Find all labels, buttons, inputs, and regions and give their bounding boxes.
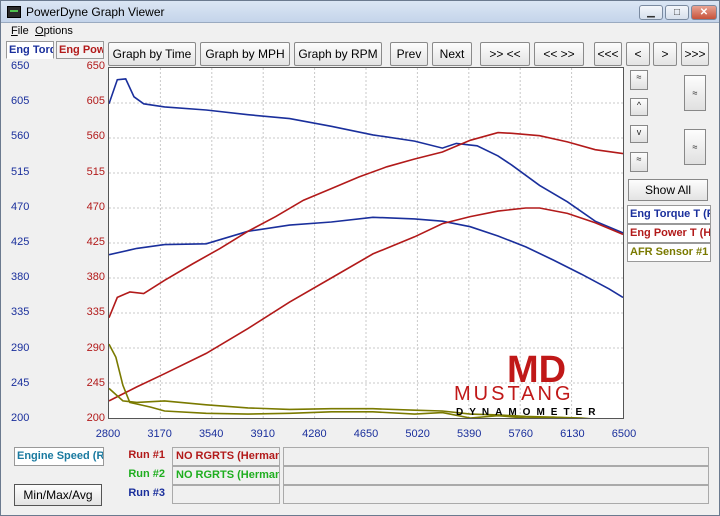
scroll-up-button[interactable]: ^ xyxy=(630,98,648,116)
x-tick: 3540 xyxy=(198,428,224,440)
window-title: PowerDyne Graph Viewer xyxy=(26,5,165,19)
tab-eng-torque[interactable]: Eng Torque xyxy=(6,41,54,59)
logo-md: MD xyxy=(507,349,566,391)
y-tick-left: 515 xyxy=(11,165,30,178)
y-tick-right: 335 xyxy=(86,306,105,319)
y-tick-left: 560 xyxy=(11,130,30,143)
show-all-button[interactable]: Show All xyxy=(628,179,708,201)
run-1-details xyxy=(283,447,709,466)
scroll-far-left-button[interactable]: <<< xyxy=(594,42,622,66)
scroll-right-button[interactable]: > xyxy=(653,42,677,66)
run-2-name[interactable]: NO RGRTS (Herman, xyxy=(172,466,280,485)
run-1-label: Run #1 xyxy=(128,449,165,461)
tab-eng-power[interactable]: Eng Power xyxy=(56,41,104,59)
expand-y-button[interactable]: ≈ xyxy=(684,75,706,111)
y-tick-right: 200 xyxy=(86,412,105,424)
y-tick-left: 425 xyxy=(11,236,30,248)
y-tick-left: 470 xyxy=(11,200,30,213)
x-tick: 5760 xyxy=(508,428,534,440)
run-2-label: Run #2 xyxy=(128,468,165,480)
y-tick-left: 200 xyxy=(11,412,30,424)
minimize-button[interactable]: ▁ xyxy=(639,5,663,20)
y-tick-left: 245 xyxy=(11,376,30,389)
x-tick: 4280 xyxy=(302,428,327,440)
zoom-y-in-icon[interactable]: ≈ xyxy=(630,70,648,90)
logo-mustang: MUSTANG xyxy=(454,383,574,405)
x-tick: 5390 xyxy=(456,428,482,440)
zoom-out-button[interactable]: << >> xyxy=(534,42,584,66)
engine-speed-label[interactable]: Engine Speed (RPM) xyxy=(14,447,104,466)
y-tick-right: 470 xyxy=(86,200,105,213)
x-tick: 6130 xyxy=(560,428,585,440)
y-tick-right: 560 xyxy=(86,130,105,143)
y-tick-right: 290 xyxy=(86,341,105,354)
zoom-y-out-icon[interactable]: ≈ xyxy=(630,152,648,172)
y-tick-right: 605 xyxy=(86,95,105,108)
graph-by-mph-button[interactable]: Graph by MPH xyxy=(200,42,290,66)
legend-afr-sensor[interactable]: AFR Sensor #1 (R) xyxy=(627,243,711,262)
scroll-left-button[interactable]: < xyxy=(626,42,650,66)
series-line-2 xyxy=(108,216,624,299)
close-button[interactable]: ✕ xyxy=(691,5,717,20)
series-line-1 xyxy=(108,78,624,234)
graph-by-rpm-button[interactable]: Graph by RPM xyxy=(294,42,382,66)
x-tick: 4650 xyxy=(353,428,379,440)
graph-by-time-button[interactable]: Graph by Time xyxy=(108,42,196,66)
y-tick-right: 650 xyxy=(86,60,105,72)
series-line-4 xyxy=(108,207,624,402)
scroll-down-button[interactable]: v xyxy=(630,125,648,143)
menu-file[interactable]: File xyxy=(11,25,29,37)
y-tick-left: 605 xyxy=(11,95,30,108)
series-line-3 xyxy=(108,131,624,319)
compress-y-button[interactable]: ≈ xyxy=(684,129,706,165)
logo-dynamometer: DYNAMOMETER xyxy=(456,407,601,418)
x-tick: 6500 xyxy=(611,428,637,440)
y-tick-left: 335 xyxy=(11,306,30,319)
menu-bar: File Options xyxy=(1,23,719,39)
menu-options[interactable]: Options xyxy=(35,25,73,37)
scroll-far-right-button[interactable]: >>> xyxy=(681,42,709,66)
run-1-name[interactable]: NO RGRTS (Herman, xyxy=(172,447,280,466)
y-tick-left: 380 xyxy=(11,271,30,284)
run-2-details xyxy=(283,466,709,485)
next-button[interactable]: Next xyxy=(432,42,472,66)
mustang-dynamometer-logo: MD MUSTANG DYNAMOMETER xyxy=(452,348,624,418)
y-tick-right: 245 xyxy=(86,376,105,389)
run-3-name[interactable] xyxy=(172,485,280,504)
y-tick-right: 515 xyxy=(86,165,105,178)
y-tick-right: 425 xyxy=(86,236,105,248)
y-tick-left: 650 xyxy=(11,60,30,72)
x-tick: 3910 xyxy=(250,428,276,440)
rpm-chart xyxy=(108,68,624,423)
maximize-button[interactable]: □ xyxy=(665,5,689,20)
app-icon xyxy=(7,6,21,18)
legend-eng-power[interactable]: Eng Power T (HP) xyxy=(627,224,711,243)
run-3-details xyxy=(283,485,709,504)
min-max-avg-button[interactable]: Min/Max/Avg xyxy=(14,484,102,506)
plot-area: MD MUSTANG DYNAMOMETER xyxy=(108,67,624,423)
y-tick-right: 380 xyxy=(86,271,105,284)
title-bar: PowerDyne Graph Viewer ▁ □ ✕ xyxy=(1,1,719,23)
run-3-label: Run #3 xyxy=(128,487,165,499)
logo-graphic: MD MUSTANG DYNAMOMETER xyxy=(454,349,601,418)
y-tick-left: 290 xyxy=(11,341,30,354)
prev-button[interactable]: Prev xyxy=(390,42,428,66)
x-tick: 5020 xyxy=(405,428,430,440)
x-tick: 2800 xyxy=(95,428,121,440)
x-tick: 3170 xyxy=(147,428,172,440)
zoom-in-button[interactable]: >> << xyxy=(480,42,530,66)
legend-eng-torque[interactable]: Eng Torque T (Ft-lb) xyxy=(627,205,711,224)
series-line-6 xyxy=(108,387,624,423)
